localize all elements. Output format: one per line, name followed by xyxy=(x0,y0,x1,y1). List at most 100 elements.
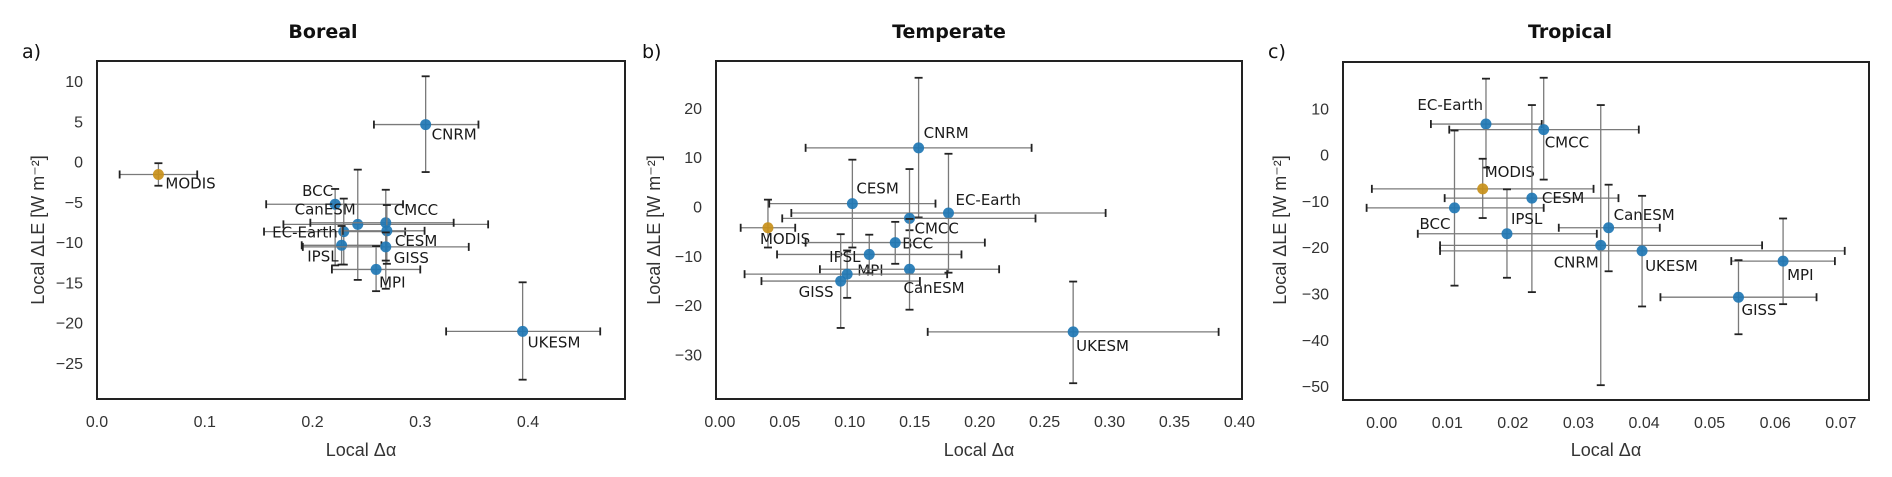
y-tick-label: −40 xyxy=(1302,333,1329,350)
marker xyxy=(1732,291,1744,303)
point-label: GISS xyxy=(799,283,834,301)
x-tick-label: 0.05 xyxy=(769,414,800,431)
marker xyxy=(420,119,432,131)
marker xyxy=(1595,239,1607,251)
x-tick-label: 0.07 xyxy=(1825,415,1856,432)
point-label: CanESM xyxy=(904,279,965,297)
data-point-cnrm: CNRM xyxy=(804,76,1033,219)
point-label: BCC xyxy=(902,235,933,253)
x-tick-labels: 0.00 0.05 0.10 0.15 0.20 0.25 0.30 0.35 0.40 xyxy=(704,414,1255,431)
marker xyxy=(338,226,350,238)
y-tick-label: 0 xyxy=(693,200,702,217)
data-point-ipsl: IPSL xyxy=(300,225,383,266)
marker xyxy=(352,218,364,230)
panel-tropical: c) Tropical 100−10−20−30−40−50 0.00 0.01 0… xyxy=(1268,21,1870,460)
x-tick-label: 0.06 xyxy=(1760,415,1791,432)
point-label: MPI xyxy=(1787,266,1813,284)
y-tick-label: 0 xyxy=(74,155,83,172)
marker xyxy=(1501,228,1513,240)
x-axis-label: Local Δα xyxy=(944,440,1014,460)
x-tick-label: 0.04 xyxy=(1628,415,1659,432)
point-label: BCC xyxy=(1420,215,1451,233)
marker xyxy=(1448,202,1460,214)
y-tick-label: −20 xyxy=(1302,240,1329,257)
data-point-canesm: CanESM xyxy=(819,217,1001,311)
y-tick-label: 10 xyxy=(65,74,83,91)
point-label: CESM xyxy=(856,180,898,198)
data-point-giss: GISS xyxy=(1659,259,1818,336)
y-tick-label: 0 xyxy=(1320,148,1329,165)
panel-temperate: b) Temperate 20 10 0 −10 −20 −30 0.00 0.05 0.10… xyxy=(642,21,1255,460)
marker xyxy=(835,275,847,287)
data-point-mpi: MPI xyxy=(331,245,422,293)
marker xyxy=(762,222,774,234)
marker xyxy=(942,207,954,219)
point-label: CNRM xyxy=(1554,253,1599,271)
y-axis-label: Local ΔLE [W m⁻²] xyxy=(28,155,48,305)
y-tick-label: 5 xyxy=(74,114,83,131)
chart-title: Boreal xyxy=(288,21,357,43)
point-label: CMCC xyxy=(394,201,438,219)
point-label: UKESM xyxy=(1076,337,1129,355)
marker xyxy=(913,142,925,154)
x-tick-label: 0.00 xyxy=(704,414,735,431)
data-point-ukesm: UKESM xyxy=(926,280,1220,385)
point-label: MODIS xyxy=(760,230,810,248)
marker xyxy=(1477,183,1489,195)
data-point-mpi: MPI xyxy=(1730,217,1836,306)
x-tick-label: 0.10 xyxy=(834,414,865,431)
data-point-cnrm: CNRM xyxy=(373,75,480,173)
marker xyxy=(1777,255,1789,267)
point-label: UKESM xyxy=(528,333,581,351)
marker xyxy=(846,198,858,210)
y-axis-label: Local ΔLE [W m⁻²] xyxy=(1270,155,1290,305)
point-label: CanESM xyxy=(1614,206,1675,224)
y-tick-label: −50 xyxy=(1302,379,1329,396)
x-tick-label: 0.02 xyxy=(1497,415,1528,432)
marker xyxy=(381,225,393,237)
data-point-ipsl: IPSL xyxy=(1416,188,1598,279)
x-tick-label: 0.30 xyxy=(1094,414,1125,431)
x-tick-labels: 0.0 0.1 0.2 0.3 0.4 xyxy=(86,414,539,431)
point-label: CESM xyxy=(395,232,437,250)
data-point-bcc: BCC xyxy=(265,182,404,267)
y-tick-label: −15 xyxy=(56,275,83,292)
marker xyxy=(1636,245,1648,257)
point-label: CanESM xyxy=(295,200,356,218)
marker xyxy=(329,198,341,210)
point-label: MODIS xyxy=(165,174,215,192)
data-point-cmcc: CMCC xyxy=(1448,76,1640,181)
x-tick-label: 0.20 xyxy=(964,414,995,431)
marker xyxy=(904,263,916,275)
plot-frame xyxy=(1342,61,1870,401)
point-label: MPI xyxy=(379,273,405,291)
y-tick-label: −5 xyxy=(65,195,83,212)
point-label: BCC xyxy=(302,182,333,200)
marker xyxy=(517,325,529,337)
point-label: CMCC xyxy=(1545,134,1589,152)
y-axis-label: Local ΔLE [W m⁻²] xyxy=(644,155,664,305)
x-tick-label: 0.35 xyxy=(1159,414,1190,431)
y-tick-label: −25 xyxy=(56,356,83,373)
y-tick-label: −10 xyxy=(56,235,83,252)
point-label: EC-Earth xyxy=(272,224,338,242)
marker xyxy=(863,248,875,260)
point-label: CMCC xyxy=(915,219,959,237)
y-tick-label: −30 xyxy=(1302,287,1329,304)
marker xyxy=(380,241,392,253)
x-axis-label: Local Δα xyxy=(1571,440,1641,460)
marker xyxy=(370,263,382,275)
y-tick-labels: 10 5 0 −5 −10 −15 −20 −25 xyxy=(56,74,83,373)
x-tick-label: 0.2 xyxy=(301,414,323,431)
point-label: UKESM xyxy=(1645,257,1698,275)
point-label: IPSL xyxy=(829,248,861,266)
y-tick-label: −10 xyxy=(1302,194,1329,211)
x-tick-label: 0.00 xyxy=(1366,415,1397,432)
x-tick-label: 0.01 xyxy=(1432,415,1463,432)
x-axis-label: Local Δα xyxy=(326,440,396,460)
panel-label: c) xyxy=(1268,41,1286,63)
